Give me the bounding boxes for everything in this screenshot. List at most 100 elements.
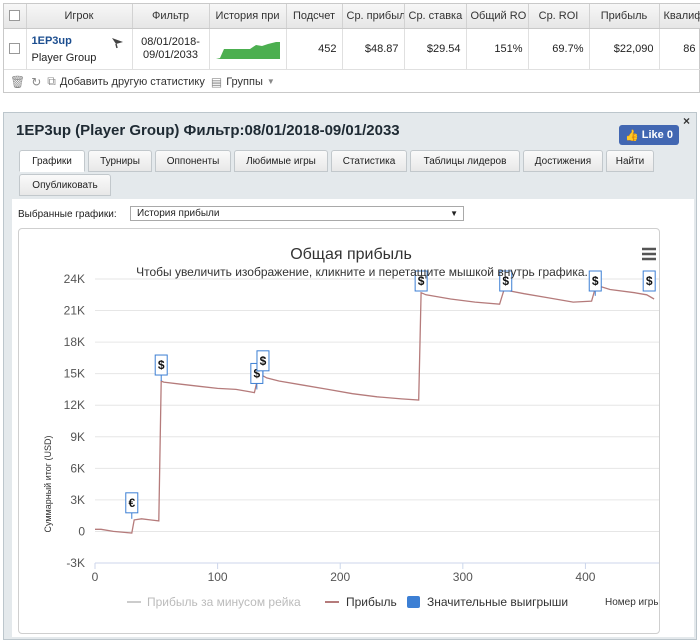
big-win-symbol: $	[260, 354, 267, 368]
groups-icon: ▤	[210, 74, 223, 89]
tab-charts[interactable]: Графики	[19, 150, 85, 172]
x-tick-label: 200	[330, 570, 350, 584]
y-tick-label: -3K	[66, 556, 85, 570]
chart-selector-value: История прибыли	[137, 208, 220, 219]
chart-subtitle: Чтобы увеличить изображение, кликните и …	[136, 265, 588, 279]
dropdown-arrow-icon: ▼	[450, 209, 458, 218]
profit-value: $22,090	[589, 28, 660, 70]
x-tick-label: 300	[453, 570, 473, 584]
total-roi-value: 151%	[466, 28, 529, 70]
filter-cell: 08/01/2018- 09/01/2033	[132, 28, 210, 70]
chart-grid	[95, 278, 659, 564]
legend-item-profit[interactable]: Прибыль	[346, 595, 397, 609]
y-axis-ticks: -3K 0 3K 6K 9K 12K 15K 18K 21K 24K	[64, 272, 86, 570]
tab-content: Выбранные графики: История прибыли ▼ -3K…	[12, 199, 694, 637]
legend-swatch-wins	[407, 596, 420, 608]
big-win-symbol: $	[592, 274, 599, 288]
y-tick-label: 18K	[64, 335, 85, 349]
refresh-icon[interactable]: ↻	[31, 74, 42, 89]
series-line-profit	[95, 282, 655, 534]
sparkline-chart	[215, 41, 280, 59]
x-axis-ticks: 0 100 200 300 400	[92, 562, 659, 584]
row-checkbox[interactable]	[4, 28, 27, 70]
tab-achievements[interactable]: Достижения	[523, 150, 603, 172]
filter-start: 08/01/2018-	[141, 35, 200, 48]
filter-end: 09/01/2033	[142, 48, 199, 61]
tab-publish[interactable]: Опубликовать	[19, 174, 111, 196]
add-stats-button[interactable]: ⧉ Добавить другую статистику	[47, 74, 205, 89]
big-win-symbol: €	[128, 496, 135, 510]
tab-opponents[interactable]: Оппоненты	[155, 150, 231, 172]
chevron-down-icon: ▼	[266, 77, 275, 86]
col-header-avg-roi[interactable]: Ср. ROI	[528, 4, 590, 29]
tab-favourite-games[interactable]: Любимые игры	[234, 150, 328, 172]
groups-label: Группы	[226, 75, 263, 88]
big-win-marker[interactable]: $	[499, 270, 513, 292]
chart-menu-icon[interactable]	[642, 247, 656, 261]
big-win-symbol: $	[253, 366, 260, 380]
y-tick-label: 6K	[70, 461, 85, 475]
big-win-marker[interactable]: $	[256, 350, 270, 377]
avg-roi-value: 69.7%	[528, 28, 590, 70]
table-row[interactable]: 1EP3up Player Group 08/01/2018- 09/01/20…	[4, 28, 700, 70]
tab-tournaments[interactable]: Турниры	[88, 150, 152, 172]
qualif-value: 86	[659, 28, 700, 70]
x-tick-label: 0	[92, 570, 99, 584]
big-win-marker[interactable]: $	[414, 270, 428, 292]
close-icon[interactable]: ×	[683, 114, 691, 128]
chart-container[interactable]: -3K 0 3K 6K 9K 12K 15K 18K 21K 24K 0 100 200 300 400 …	[18, 228, 660, 634]
player-cell: 1EP3up Player Group	[26, 28, 133, 70]
big-win-symbol: $	[646, 274, 653, 288]
x-axis-label: Номер игры	[605, 597, 659, 608]
y-tick-label: 9K	[70, 430, 85, 444]
chart-selector[interactable]: История прибыли ▼	[130, 206, 464, 221]
player-name-link[interactable]: 1EP3up	[31, 35, 72, 47]
col-header-profit[interactable]: Прибыль	[589, 4, 660, 29]
col-header-count[interactable]: Подсчет	[286, 4, 343, 29]
col-header-history[interactable]: История при	[209, 4, 287, 29]
legend-item-wins[interactable]: Значительные выигрыши	[427, 595, 568, 609]
y-tick-label: 21K	[64, 304, 85, 318]
count-value: 452	[286, 28, 343, 70]
big-win-marker[interactable]: $	[154, 354, 168, 382]
player-panel: 1EP3up (Player Group) Фильтр:08/01/2018-…	[3, 112, 697, 640]
copy-icon: ⧉	[47, 74, 56, 88]
col-header-avg-stake[interactable]: Ср. ставка	[404, 4, 467, 29]
x-tick-label: 100	[208, 570, 228, 584]
select-all-checkbox[interactable]	[4, 4, 27, 29]
trash-icon[interactable]: 🗑	[10, 74, 26, 89]
facebook-like-button[interactable]: 👍 Like 0	[619, 125, 679, 145]
big-win-symbol: $	[502, 274, 509, 288]
tab-leaderboards[interactable]: Таблицы лидеров	[410, 150, 520, 172]
stats-table: Игрок Фильтр История при Подсчет Ср. при…	[3, 3, 700, 93]
player-group-label: Player Group	[31, 52, 97, 64]
legend: Прибыль за минусом рейка Прибыль Значите…	[127, 595, 568, 609]
y-tick-label: 24K	[64, 272, 85, 286]
big-win-marker[interactable]: €	[125, 492, 139, 519]
history-sparkline[interactable]	[209, 28, 287, 70]
y-tick-label: 3K	[70, 493, 85, 507]
y-axis-label: Суммарный итог (USD)	[43, 435, 53, 532]
y-tick-label: 12K	[64, 398, 85, 412]
network-icon	[111, 37, 123, 48]
panel-title: 1EP3up (Player Group) Фильтр:08/01/2018-…	[16, 122, 400, 139]
legend-item-rake[interactable]: Прибыль за минусом рейка	[147, 595, 301, 609]
big-win-marker[interactable]: $	[642, 270, 656, 292]
col-header-avg-profit[interactable]: Ср. прибыль	[342, 4, 405, 29]
col-header-player[interactable]: Игрок	[26, 4, 133, 29]
y-tick-label: 0	[78, 524, 85, 538]
big-wins-markers: €$$$$ $ $ $	[125, 270, 656, 519]
stats-toolbar: 🗑 ↻ ⧉ Добавить другую статистику ▤ Групп…	[4, 69, 699, 93]
col-header-qualif[interactable]: Квалиф	[659, 4, 700, 29]
groups-dropdown[interactable]: ▤ Группы ▼	[211, 75, 275, 89]
tab-search[interactable]: Найти	[606, 150, 654, 172]
big-win-marker[interactable]: $	[588, 270, 602, 296]
big-win-symbol: $	[158, 358, 165, 372]
y-tick-label: 15K	[64, 367, 85, 381]
avg-profit-value: $48.87	[342, 28, 405, 70]
tab-statistics[interactable]: Статистика	[331, 150, 407, 172]
add-stats-label: Добавить другую статистику	[59, 75, 205, 88]
col-header-filter[interactable]: Фильтр	[132, 4, 210, 29]
col-header-total-roi[interactable]: Общий RO	[466, 4, 529, 29]
